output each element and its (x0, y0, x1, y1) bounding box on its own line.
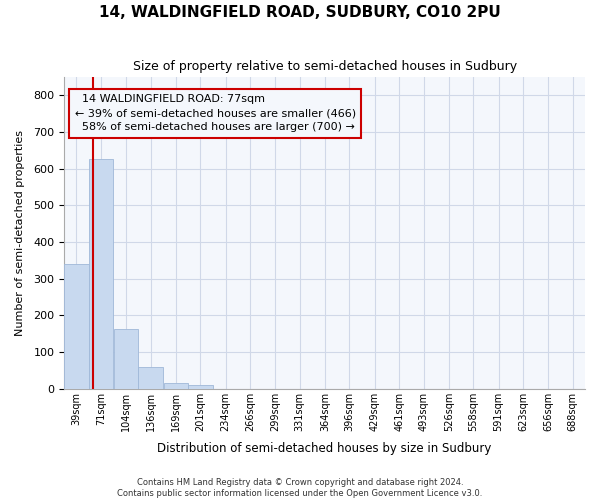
Title: Size of property relative to semi-detached houses in Sudbury: Size of property relative to semi-detach… (133, 60, 517, 73)
Text: Contains HM Land Registry data © Crown copyright and database right 2024.
Contai: Contains HM Land Registry data © Crown c… (118, 478, 482, 498)
Text: 14 WALDINGFIELD ROAD: 77sqm
← 39% of semi-detached houses are smaller (466)
  58: 14 WALDINGFIELD ROAD: 77sqm ← 39% of sem… (74, 94, 356, 132)
Bar (64, 264, 89, 388)
Text: 14, WALDINGFIELD ROAD, SUDBURY, CO10 2PU: 14, WALDINGFIELD ROAD, SUDBURY, CO10 2PU (99, 5, 501, 20)
Bar (139, 366, 163, 388)
Bar (114, 329, 139, 388)
Y-axis label: Number of semi-detached properties: Number of semi-detached properties (15, 130, 25, 336)
Bar (188, 385, 212, 388)
Bar (89, 160, 113, 388)
Bar (164, 383, 188, 388)
X-axis label: Distribution of semi-detached houses by size in Sudbury: Distribution of semi-detached houses by … (157, 442, 492, 455)
